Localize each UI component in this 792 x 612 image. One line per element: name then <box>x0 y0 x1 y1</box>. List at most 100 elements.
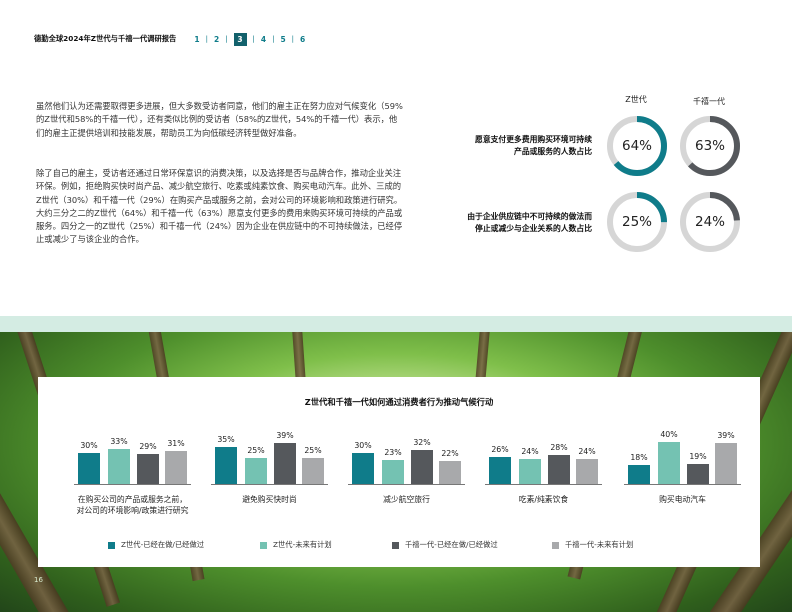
bar <box>215 447 237 484</box>
legend-item-genz-done: Z世代-已经在做/已经做过 <box>108 540 204 550</box>
bar-value-label: 30% <box>80 440 98 450</box>
category-label-line: 避免购买快时尚 <box>242 495 297 504</box>
bar-value-label: 22% <box>441 448 459 458</box>
page-link-6[interactable]: 6 <box>300 34 306 44</box>
bar <box>628 465 650 484</box>
donut-genz-stopped-business: 25% <box>606 191 668 253</box>
donut-ring <box>607 116 667 176</box>
legend-swatch <box>552 541 559 549</box>
category-label-line: 在购买公司的产品或服务之前， <box>77 495 188 504</box>
donut-millennial-stopped-business: 24% <box>679 191 741 253</box>
bar <box>245 457 267 484</box>
page-link-4[interactable]: 4 <box>260 34 267 44</box>
donut-arc <box>680 192 740 252</box>
category-label-line: 对公司的环境影响/政策进行研究 <box>76 506 189 515</box>
donut-row-label-2-line1: 由于企业供应链中不可持续的做法而 <box>467 212 592 221</box>
bar-value-label: 29% <box>139 441 157 451</box>
legend-swatch <box>392 541 399 549</box>
bar <box>439 460 461 484</box>
page-separator: | <box>205 35 208 43</box>
bar <box>165 451 187 484</box>
category-label: 在购买公司的产品或服务之前， 对公司的环境影响/政策进行研究 <box>58 494 208 516</box>
page-link-1[interactable]: 1 <box>194 34 200 44</box>
bar-value-label: 25% <box>304 445 322 455</box>
category-label-line: 吃素/纯素饮食 <box>518 495 569 504</box>
legend-label: 千禧一代-已经在做/已经做过 <box>405 540 498 549</box>
bar <box>302 457 324 484</box>
bar-value-label: 39% <box>276 431 294 441</box>
axis-baseline <box>348 484 465 485</box>
page-separator: | <box>272 35 275 43</box>
bar-value-label: 28% <box>550 442 568 452</box>
donut-col-label-genz: Z世代 <box>625 95 647 104</box>
donut-arc <box>607 116 667 176</box>
bar-value-label: 40% <box>660 430 678 439</box>
body-paragraph-2: 除了自己的雇主，受访者还通过日常环保意识的消费决策，以及选择是否与品牌合作，推动… <box>36 168 403 245</box>
category-label: 吃素/纯素饮食 <box>469 494 619 505</box>
donut-ring <box>607 192 667 252</box>
bar-value-label: 18% <box>630 453 648 463</box>
bar-value-label: 23% <box>384 447 402 457</box>
bar-value-label: 24% <box>521 446 539 456</box>
bar <box>274 443 296 484</box>
body-paragraph-1: 虽然他们认为还需要取得更多进展，但大多数受访者同意，他们的雇主正在努力应对气候变… <box>36 101 403 138</box>
bar <box>548 454 570 484</box>
page-link-5[interactable]: 5 <box>280 34 286 44</box>
category-label: 避免购买快时尚 <box>195 494 345 505</box>
donut-millennial-pay-more: 63% <box>679 115 741 177</box>
page-separator: | <box>225 35 228 43</box>
legend-item-millennial-done: 千禧一代-已经在做/已经做过 <box>392 540 498 550</box>
axis-baseline <box>485 484 602 485</box>
donut-row-label-1-line2: 产品或服务的人数占比 <box>514 147 592 156</box>
bar <box>687 464 709 484</box>
legend-label: Z世代-已经在做/已经做过 <box>121 540 205 549</box>
divider-strip <box>0 316 792 332</box>
page-nav: 1 | 2 | 3 | 4 | 5 | 6 <box>188 32 311 46</box>
page-link-2[interactable]: 2 <box>213 34 220 44</box>
report-title: 德勤全球2024年Z世代与千禧一代调研报告 <box>34 34 177 43</box>
donut-row-label-2-line2: 停止或减少与企业关系的人数占比 <box>475 224 592 233</box>
bar <box>78 452 100 484</box>
chart-card: Z世代和千禧一代如何通过消费者行为推动气候行动 Z世代-已经在做/已经做过 Z世… <box>38 377 760 567</box>
legend-label: 千禧一代-未来有计划 <box>565 540 634 549</box>
page-separator: | <box>291 35 295 43</box>
bar <box>352 452 374 484</box>
donut-ring <box>680 116 740 176</box>
bar <box>382 459 404 484</box>
page-separator: | <box>252 35 255 43</box>
bar <box>715 443 737 484</box>
bar <box>658 442 680 484</box>
donut-value-text: 25% <box>621 214 652 230</box>
bar <box>489 456 511 484</box>
axis-baseline <box>74 484 191 485</box>
donut-value-text: 64% <box>621 138 652 154</box>
bar <box>519 458 541 484</box>
donut-row-label-1-line1: 愿意支付更多费用购买环境可持续 <box>475 135 592 144</box>
bar-value-label: 19% <box>689 452 707 462</box>
donut-row-label-2: 由于企业供应链中不可持续的做法而 停止或减少与企业关系的人数占比 <box>440 211 592 235</box>
page-number: 16 <box>34 576 43 584</box>
category-label: 购买电动汽车 <box>608 494 758 505</box>
category-label-line: 减少航空旅行 <box>383 495 430 504</box>
donut-row-label-1: 愿意支付更多费用购买环境可持续 产品或服务的人数占比 <box>440 134 592 158</box>
bar-value-label: 32% <box>413 438 431 448</box>
donut-value-text: 63% <box>694 138 725 154</box>
legend-swatch <box>108 541 115 549</box>
donut-value-text: 24% <box>694 214 725 230</box>
report-header: 德勤全球2024年Z世代与千禧一代调研报告 1 | 2 | 3 | 4 | 5 … <box>34 32 311 46</box>
bar <box>576 458 598 484</box>
donut-ring <box>680 192 740 252</box>
bar-value-label: 24% <box>578 446 596 456</box>
bar-value-label: 33% <box>110 437 128 447</box>
chart-title: Z世代和千禧一代如何通过消费者行为推动气候行动 <box>304 397 494 407</box>
page-link-3-active[interactable]: 3 <box>233 32 247 46</box>
donut-col-label-millennial: 千禧一代 <box>693 97 725 106</box>
legend-swatch <box>260 541 267 549</box>
category-label-line: 购买电动汽车 <box>659 495 706 504</box>
bar-value-label: 35% <box>217 435 235 445</box>
category-label: 减少航空旅行 <box>332 494 482 505</box>
bar-value-label: 26% <box>491 444 509 454</box>
legend-item-millennial-plan: 千禧一代-未来有计划 <box>552 540 633 550</box>
bar <box>108 449 130 484</box>
bar-value-label: 25% <box>247 445 265 455</box>
